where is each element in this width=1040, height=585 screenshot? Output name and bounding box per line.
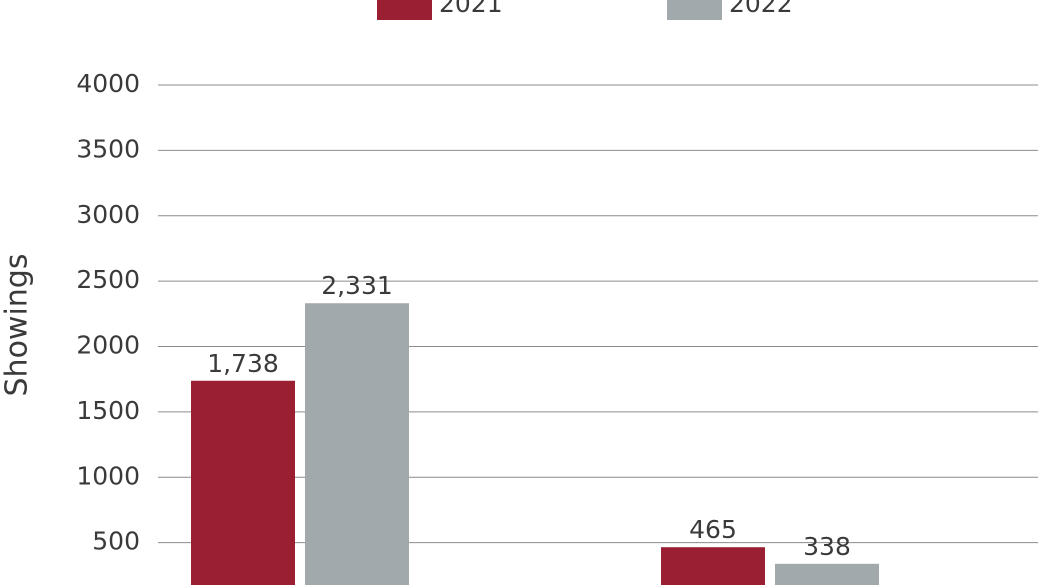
- value-label: 2,331: [321, 271, 393, 300]
- legend-swatch: [377, 0, 432, 20]
- y-tick-label: 1000: [76, 461, 140, 490]
- value-label: 465: [689, 515, 737, 544]
- bar: [775, 563, 879, 585]
- y-tick-label: 1500: [76, 396, 140, 425]
- y-tick-label: 4000: [76, 69, 140, 98]
- y-tick-label: 3000: [76, 200, 140, 229]
- legend-swatch: [667, 0, 722, 20]
- y-tick-label: 2500: [76, 265, 140, 294]
- bar: [191, 380, 295, 585]
- value-label: 1,738: [207, 349, 279, 378]
- y-axis-label: Showings: [0, 254, 35, 397]
- bar: [661, 547, 765, 585]
- legend-label: 2021: [439, 0, 503, 18]
- legend-label: 2022: [729, 0, 793, 18]
- value-label: 338: [803, 532, 851, 561]
- y-tick-label: 2000: [76, 331, 140, 360]
- y-tick-label: 500: [92, 527, 140, 556]
- bar: [305, 303, 409, 585]
- y-tick-label: 3500: [76, 134, 140, 163]
